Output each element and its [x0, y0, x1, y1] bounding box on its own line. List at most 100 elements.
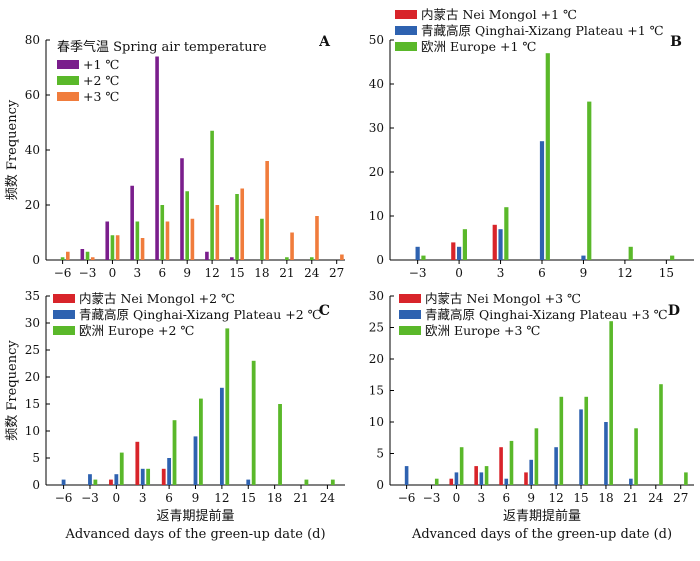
x-tick-label: 15 — [573, 491, 588, 505]
bar-a-s1 — [160, 205, 165, 260]
y-tick-label: 0 — [32, 253, 40, 267]
legend-swatch — [53, 326, 75, 335]
bar-d-s1 — [404, 466, 409, 485]
bar-a-s2 — [140, 238, 145, 260]
bar-d-s1 — [454, 472, 459, 485]
panel-label: A — [318, 34, 331, 50]
bar-c-s1 — [167, 458, 172, 485]
y-tick-label: 30 — [369, 289, 384, 303]
x-tick-label: 3 — [478, 491, 486, 505]
bar-c-s2 — [146, 468, 151, 485]
bar-d-s0 — [474, 466, 478, 485]
bar-d-s2 — [634, 428, 638, 485]
bar-b-s0 — [451, 242, 456, 260]
bar-a-s1 — [260, 218, 264, 260]
x-tick-label: 6 — [502, 491, 510, 505]
bar-c-s1 — [114, 474, 119, 485]
panel-label: D — [668, 303, 680, 319]
bar-c-s0 — [109, 479, 113, 485]
legend-swatch — [57, 76, 79, 85]
bar-d-s1 — [629, 478, 633, 485]
bar-a-s2 — [290, 232, 294, 260]
legend-label: 内蒙古 Nei Mongol +3 ℃ — [425, 291, 581, 306]
y-tick-label: 20 — [369, 165, 384, 179]
bar-b-s2 — [504, 207, 509, 260]
bar-a-s1 — [135, 221, 140, 260]
bar-b-s2 — [628, 246, 633, 260]
x-tick-label: 24 — [648, 491, 664, 505]
bar-c-s0 — [161, 468, 166, 485]
legend-label: +1 ℃ — [83, 57, 119, 72]
bar-a-s0 — [230, 257, 234, 260]
y-tick-label: 10 — [369, 209, 384, 223]
legend-swatch — [395, 42, 417, 51]
bar-a-s0 — [80, 249, 85, 260]
bar-b-s0 — [492, 224, 497, 260]
x-tick-label: 3 — [139, 491, 147, 505]
bar-b-s2 — [670, 255, 675, 260]
bar-c-s1 — [88, 474, 92, 485]
x-tick-label: 21 — [293, 491, 308, 505]
x-tick-label: −3 — [423, 491, 441, 505]
x-tick-label: 0 — [109, 266, 117, 280]
y-axis-label: 频数 Frequency — [5, 340, 20, 441]
bar-d-s1 — [529, 459, 534, 485]
x-tick-label: 21 — [623, 491, 638, 505]
bar-a-s2 — [165, 221, 170, 260]
bar-a-s2 — [265, 161, 269, 260]
bar-a-s1 — [285, 257, 289, 260]
bar-a-s0 — [180, 158, 184, 260]
legend-label: 内蒙古 Nei Mongol +2 ℃ — [79, 291, 235, 306]
legend-label: 青藏高原 Qinghai-Xizang Plateau +2 ℃ — [79, 307, 322, 322]
bar-d-s2 — [459, 447, 464, 485]
x-tick-label: 21 — [279, 266, 294, 280]
y-tick-label: 25 — [369, 321, 384, 335]
bar-d-s2 — [659, 384, 663, 485]
x-tick-label: 0 — [453, 491, 461, 505]
legend-swatch — [399, 310, 421, 319]
x-tick-label: 12 — [617, 266, 632, 280]
bar-a-s1 — [85, 251, 90, 260]
panel-d: 0 5 10 15 20 25 30 −6 −3 0 3 6 9 12 15 18 21 24 27 D 内蒙古 Nei… — [369, 289, 694, 542]
bar-d-s2 — [584, 396, 589, 485]
y-tick-label: 35 — [25, 289, 40, 303]
y-tick-label: 0 — [376, 253, 384, 267]
x-tick-label: 15 — [229, 266, 244, 280]
bar-b-s1 — [415, 246, 420, 260]
x-tick-label: 12 — [204, 266, 219, 280]
legend-label: +2 ℃ — [83, 73, 119, 88]
y-tick-label: 40 — [369, 77, 384, 91]
y-tick-label: 10 — [25, 424, 40, 438]
y-tick-label: 0 — [376, 478, 384, 492]
bar-c-s2 — [304, 479, 309, 485]
panel-c: 0 5 10 15 20 25 30 35 −6 −3 0 3 6 9 12 15 18 21 24 C 内蒙古 Nei… — [5, 289, 345, 542]
x-tick-label: 18 — [267, 491, 282, 505]
y-tick-label: 10 — [369, 415, 384, 429]
bar-c-s2 — [119, 452, 124, 485]
y-tick-label: 60 — [25, 88, 40, 102]
x-tick-label: 6 — [538, 266, 546, 280]
y-tick-label: 30 — [369, 121, 384, 135]
x-tick-label: 18 — [598, 491, 613, 505]
legend-label: 青藏高原 Qinghai-Xizang Plateau +3 ℃ — [425, 307, 668, 322]
bar-b-s1 — [456, 246, 462, 260]
bar-c-s2 — [172, 420, 177, 485]
x-tick-label: 0 — [113, 491, 121, 505]
bar-d-s1 — [604, 422, 608, 485]
bar-d-s0 — [449, 478, 454, 485]
y-tick-label: 50 — [369, 33, 384, 47]
legend-title: 春季气温 Spring air temperature — [57, 39, 267, 55]
bar-d-s2 — [509, 440, 514, 485]
bar-d-s2 — [484, 466, 489, 485]
legend-swatch — [399, 294, 421, 303]
legend-label: 欧洲 Europe +2 ℃ — [79, 323, 194, 338]
legend-swatch — [57, 60, 79, 69]
x-axis-label-zh: 返青期提前量 — [156, 508, 234, 524]
bar-c-s1 — [193, 436, 198, 485]
y-tick-label: 80 — [25, 33, 40, 47]
y-tick-label: 20 — [25, 370, 40, 384]
x-tick-label: −6 — [54, 266, 72, 280]
x-axis-label-en: Advanced days of the green-up date (d) — [64, 527, 325, 542]
bar-d-s2 — [534, 428, 539, 485]
bar-a-s1 — [210, 130, 214, 260]
